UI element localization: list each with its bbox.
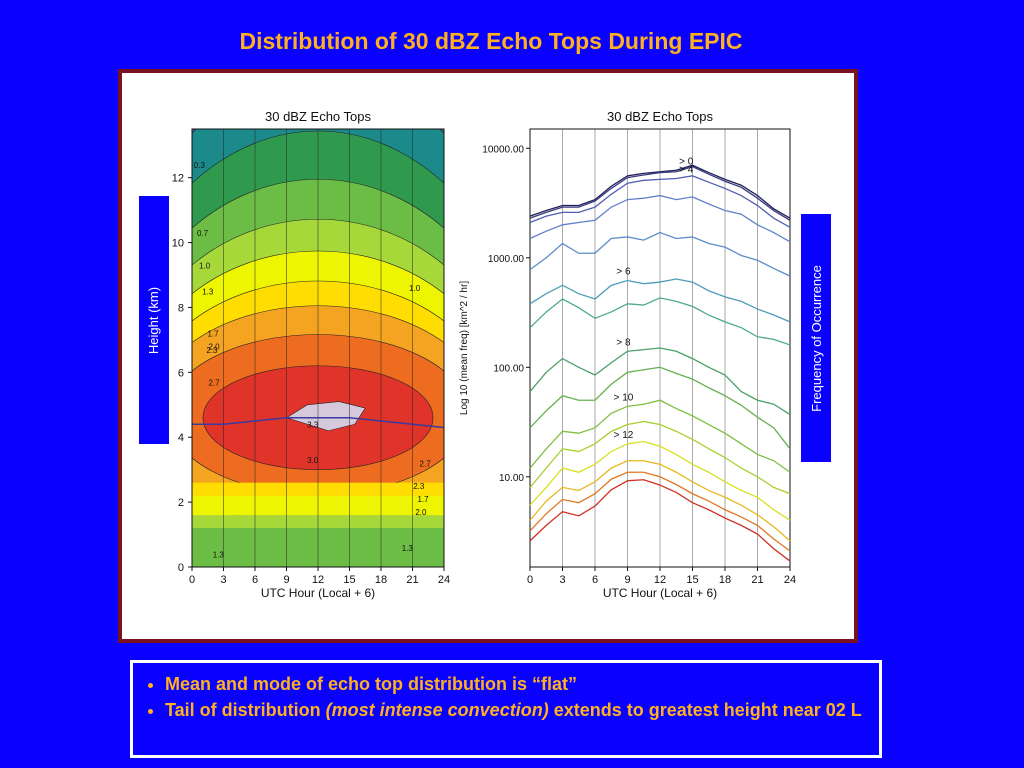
contour-label: 2.7: [420, 459, 432, 468]
contour-label: 0.7: [197, 229, 209, 238]
series-line: [529, 278, 791, 323]
series-line: [529, 231, 791, 277]
height-axis-label-text: Height (km): [146, 286, 162, 354]
slide-title: Distribution of 30 dBZ Echo Tops During …: [239, 28, 743, 54]
figure-frame: 0.3 0.7 1.0 1.3 1.7 2.0 2.3 2.7 3.0 3.3 1.0 1.7 2.3 2…: [118, 69, 858, 643]
left-x-tick-label: 18: [375, 574, 387, 586]
left-y-tick-label: 4: [178, 432, 184, 444]
contour-label: 2.3: [206, 346, 218, 355]
right-x-tick-label: 15: [686, 574, 698, 586]
right-y-tick-label: 10.00: [499, 473, 524, 484]
contour-label: 1.3: [213, 550, 225, 559]
left-x-tick-label: 3: [220, 574, 226, 586]
bullet-item-2-pre: Tail of distribution: [165, 700, 326, 720]
bullet-item-2: Tail of distribution (most intense conve…: [165, 697, 869, 723]
series-label: > 6: [616, 267, 631, 278]
contour-label: 2.3: [413, 482, 425, 491]
left-x-tick-label: 12: [312, 574, 324, 586]
left-plot-bands: [192, 129, 444, 567]
right-x-tick-label: 0: [527, 574, 533, 586]
right-x-tick-label: 24: [784, 574, 796, 586]
figure-svg: 0.30.71.01.31.72.02.32.73.03.31.01.72.32…: [172, 109, 796, 600]
series-line: [529, 440, 791, 521]
left-y-tick-label: 0: [178, 562, 184, 574]
series-line: [529, 194, 791, 243]
right-y-tick-label: 10000.00: [482, 144, 524, 155]
height-axis-label: Height (km): [138, 195, 170, 445]
series-line: [529, 471, 791, 552]
contour-label: 2.0: [208, 343, 220, 352]
right-y-tick-label: 1000.00: [488, 254, 525, 265]
left-x-tick-label: 9: [283, 574, 289, 586]
contour-label: 1.7: [417, 495, 429, 504]
bullet-item-1: Mean and mode of echo top distribution i…: [165, 671, 869, 697]
series-line: [529, 164, 791, 219]
left-y-tick-label: 12: [172, 173, 184, 185]
right-x-tick-label: 12: [654, 574, 666, 586]
contour-label: 1.7: [207, 330, 219, 339]
series-label: > 0: [679, 156, 694, 167]
contour-label: 2.7: [208, 378, 220, 387]
left-y-tick-label: 10: [172, 238, 184, 250]
bullet-item-2-emphasis: (most intense convection): [325, 700, 549, 720]
contour-core: [285, 401, 366, 432]
right-y-tick-label: 100.00: [493, 363, 524, 374]
bullet-item-1-text: Mean and mode of echo top distribution i…: [165, 674, 578, 694]
right-y-axis-label: Log 10 (mean freq) [km^2 / hr]: [459, 281, 470, 415]
left-x-tick-label: 15: [343, 574, 355, 586]
series-label: > 4: [679, 164, 694, 175]
bullet-list: Mean and mode of echo top distribution i…: [133, 663, 879, 723]
series-label: > 8: [616, 337, 631, 348]
right-x-tick-label: 21: [751, 574, 763, 586]
series-line: [529, 165, 791, 221]
frequency-axis-label: Frequency of Occurrence: [800, 213, 832, 463]
contour-label: 2.0: [415, 508, 427, 517]
series-label: > 10: [614, 392, 634, 403]
contour-label: 0.3: [194, 161, 206, 170]
contour-label: 1.0: [409, 284, 421, 293]
left-y-tick-label: 2: [178, 497, 184, 509]
left-chart-title: 30 dBZ Echo Tops: [265, 109, 371, 124]
mean-height-line: [192, 417, 444, 429]
series-line: [529, 366, 791, 450]
left-x-tick-label: 6: [252, 574, 258, 586]
right-x-tick-label: 6: [592, 574, 598, 586]
left-y-tick-label: 8: [178, 302, 184, 314]
right-x-tick-label: 3: [559, 574, 565, 586]
contour-label: 1.3: [402, 544, 414, 553]
series-line: [529, 479, 791, 562]
contour-label: 1.3: [202, 287, 214, 296]
series-line: [529, 460, 791, 542]
left-y-tick-label: 6: [178, 367, 184, 379]
series-line: [529, 175, 791, 228]
contour-label: 3.3: [307, 420, 319, 429]
contour-label: 1.0: [199, 262, 211, 271]
right-x-tick-label: 9: [624, 574, 630, 586]
right-x-tick-label: 18: [719, 574, 731, 586]
left-x-axis-label: UTC Hour (Local + 6): [261, 586, 375, 600]
left-x-tick-label: 21: [406, 574, 418, 586]
right-x-axis-label: UTC Hour (Local + 6): [603, 586, 717, 600]
series-label: > 12: [614, 430, 634, 441]
frequency-axis-label-text: Frequency of Occurrence: [808, 264, 824, 412]
bullet-item-2-post: extends to greatest height near 02 L: [548, 700, 862, 720]
bullet-box: Mean and mode of echo top distribution i…: [130, 660, 882, 758]
series-line: [529, 420, 791, 495]
left-x-tick-label: 24: [438, 574, 450, 586]
left-x-tick-label: 0: [189, 574, 195, 586]
series-line: [529, 399, 791, 473]
contour-label: 3.0: [307, 456, 319, 465]
series-line: [529, 347, 791, 416]
right-chart-title: 30 dBZ Echo Tops: [607, 109, 713, 124]
series-line: [529, 297, 791, 346]
